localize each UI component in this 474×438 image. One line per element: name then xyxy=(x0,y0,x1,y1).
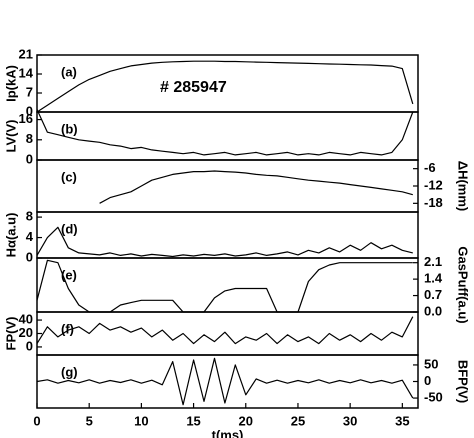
trace xyxy=(36,226,413,258)
panel-label: (b) xyxy=(61,121,78,136)
trace xyxy=(99,170,413,204)
y-tick-label: 14 xyxy=(19,65,34,80)
x-tick-label: 0 xyxy=(33,413,40,428)
x-tick-label: 5 xyxy=(86,413,93,428)
y-tick-label: 0 xyxy=(26,103,33,118)
y-axis-label: Hα(a.u) xyxy=(3,213,18,258)
trace xyxy=(36,259,413,313)
y-tick-label: 50 xyxy=(424,356,438,371)
y-tick-label: 7 xyxy=(26,84,33,99)
y-tick-label: 0 xyxy=(26,249,33,264)
y-axis-label: GasPuff(a.u) xyxy=(456,246,471,323)
y-axis-label: FP(V) xyxy=(3,317,18,351)
y-tick-label: 0.0 xyxy=(424,303,442,318)
y-tick-label: 21 xyxy=(19,46,33,61)
y-tick-label: 0 xyxy=(26,338,33,353)
y-tick-label: 20 xyxy=(19,325,33,340)
x-tick-label: 10 xyxy=(134,413,148,428)
trace xyxy=(36,109,414,156)
x-tick-label: 15 xyxy=(186,413,200,428)
y-axis-label: Ip(kA) xyxy=(3,65,18,102)
y-axis-label: BFP(V) xyxy=(456,360,471,403)
annotation: # 285947 xyxy=(160,79,227,96)
y-tick-label: 40 xyxy=(19,312,33,327)
panel-frame xyxy=(36,257,419,313)
panel-label: (a) xyxy=(61,64,77,79)
trace xyxy=(36,357,414,406)
y-tick-label: 0.7 xyxy=(424,287,442,302)
trace xyxy=(36,60,414,113)
panel-frame xyxy=(36,311,419,356)
x-tick-label: 30 xyxy=(343,413,357,428)
panel-label: (d) xyxy=(61,221,78,236)
x-axis-label: t(ms) xyxy=(212,427,244,438)
y-tick-label: 2.1 xyxy=(424,254,442,269)
y-tick-label: 8 xyxy=(26,209,33,224)
y-tick-label: -6 xyxy=(424,160,436,175)
y-tick-label: -18 xyxy=(424,195,443,210)
y-tick-label: 0 xyxy=(26,151,33,166)
panel-frame xyxy=(36,211,419,259)
trace xyxy=(36,316,414,345)
x-tick-label: 35 xyxy=(395,413,409,428)
panel-label: (c) xyxy=(61,169,77,184)
y-tick-label: 16 xyxy=(19,111,33,126)
panel-label: (g) xyxy=(61,364,78,379)
y-tick-label: 4 xyxy=(26,229,34,244)
y-tick-label: 0 xyxy=(424,373,431,388)
panel-frame xyxy=(36,54,419,113)
y-axis-label: ΔH(mm) xyxy=(456,161,471,212)
x-tick-label: 25 xyxy=(291,413,305,428)
y-axis-label: LV(V) xyxy=(3,120,18,153)
y-tick-label: 8 xyxy=(26,131,33,146)
x-tick-label: 20 xyxy=(239,413,253,428)
y-tick-label: -50 xyxy=(424,390,443,405)
y-tick-label: 1.4 xyxy=(424,271,443,286)
y-tick-label: -12 xyxy=(424,177,443,192)
